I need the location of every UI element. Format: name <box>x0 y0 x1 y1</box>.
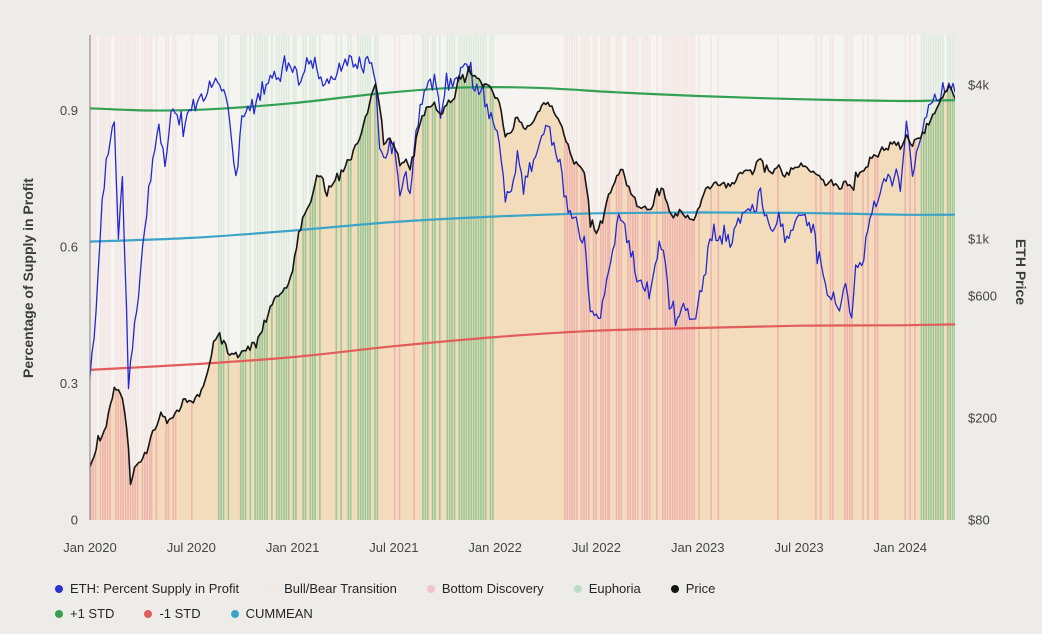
legend-label: +1 STD <box>70 606 115 621</box>
x-axis-tick-label: Jul 2020 <box>167 540 216 555</box>
right-axis-tick-label: $1k <box>968 232 989 247</box>
chart-plot-area[interactable] <box>90 35 955 520</box>
legend-label: ETH: Percent Supply in Profit <box>70 581 240 596</box>
legend-dot-bottom-discovery-icon <box>426 584 435 593</box>
legend-dot-plus-1-std-icon <box>55 609 63 618</box>
legend-dot-eth-percent-supply-in-profit-icon <box>55 584 63 593</box>
legend-row: +1 STD -1 STD CUMMEAN <box>55 606 715 621</box>
legend-item-bull-bear-transition[interactable]: Bull/Bear Transition <box>269 581 397 596</box>
right-axis-tick-label: $80 <box>968 513 990 528</box>
series-line-cummean <box>90 211 955 243</box>
series-line-plus-1-std <box>90 85 955 112</box>
left-axis-tick-label: 0.6 <box>60 240 78 255</box>
right-axis-title: ETH Price <box>1013 238 1029 306</box>
series-line-minus-1-std <box>90 323 955 371</box>
legend-dot-price-icon <box>670 584 679 593</box>
legend-label: -1 STD <box>159 606 201 621</box>
legend-label: CUMMEAN <box>245 606 313 621</box>
right-axis-tick-label: $600 <box>968 289 997 304</box>
legend-dot-euphoria-icon <box>573 584 582 593</box>
legend-dot-bull-bear-transition-icon <box>269 584 278 593</box>
legend-item-minus-1-std[interactable]: -1 STD <box>144 606 201 621</box>
legend-item-euphoria[interactable]: Euphoria <box>573 581 641 596</box>
legend-item-bottom-discovery[interactable]: Bottom Discovery <box>426 581 544 596</box>
x-axis-tick-label: Jan 2022 <box>468 540 522 555</box>
legend-label: Bull/Bear Transition <box>284 581 397 596</box>
series-line-price <box>90 65 955 486</box>
legend-label: Euphoria <box>588 581 641 596</box>
left-axis-tick-label: 0.9 <box>60 103 78 118</box>
left-axis-title: Percentage of Supply in Profit <box>20 178 36 378</box>
x-axis-tick-label: Jul 2023 <box>774 540 823 555</box>
legend-row: ETH: Percent Supply in Profit Bull/Bear T… <box>55 581 715 596</box>
legend-item-cummean[interactable]: CUMMEAN <box>230 606 313 621</box>
legend-label: Price <box>685 581 716 596</box>
legend-dot-minus-1-std-icon <box>144 609 153 618</box>
legend-item-plus-1-std[interactable]: +1 STD <box>55 606 114 621</box>
legend-dot-cummean-icon <box>230 609 239 618</box>
x-axis-tick-label: Jan 2021 <box>266 540 320 555</box>
legend-label: Bottom Discovery <box>441 581 544 596</box>
right-axis-tick-label: $200 <box>968 411 997 426</box>
left-axis-tick-label: 0.3 <box>60 376 78 391</box>
legend-item-eth-percent-supply-in-profit[interactable]: ETH: Percent Supply in Profit <box>55 581 239 596</box>
legend: ETH: Percent Supply in Profit Bull/Bear T… <box>55 581 715 621</box>
x-axis-tick-label: Jul 2022 <box>572 540 621 555</box>
legend-item-price[interactable]: Price <box>670 581 716 596</box>
x-axis-tick-label: Jan 2020 <box>63 540 117 555</box>
right-axis-tick-label: $4k <box>968 78 989 93</box>
series-line-eth-percent-supply-in-profit <box>90 54 955 390</box>
x-axis-tick-label: Jan 2023 <box>671 540 725 555</box>
left-axis-tick-label: 0 <box>71 513 78 528</box>
x-axis-tick-label: Jul 2021 <box>369 540 418 555</box>
x-axis-tick-label: Jan 2024 <box>874 540 928 555</box>
